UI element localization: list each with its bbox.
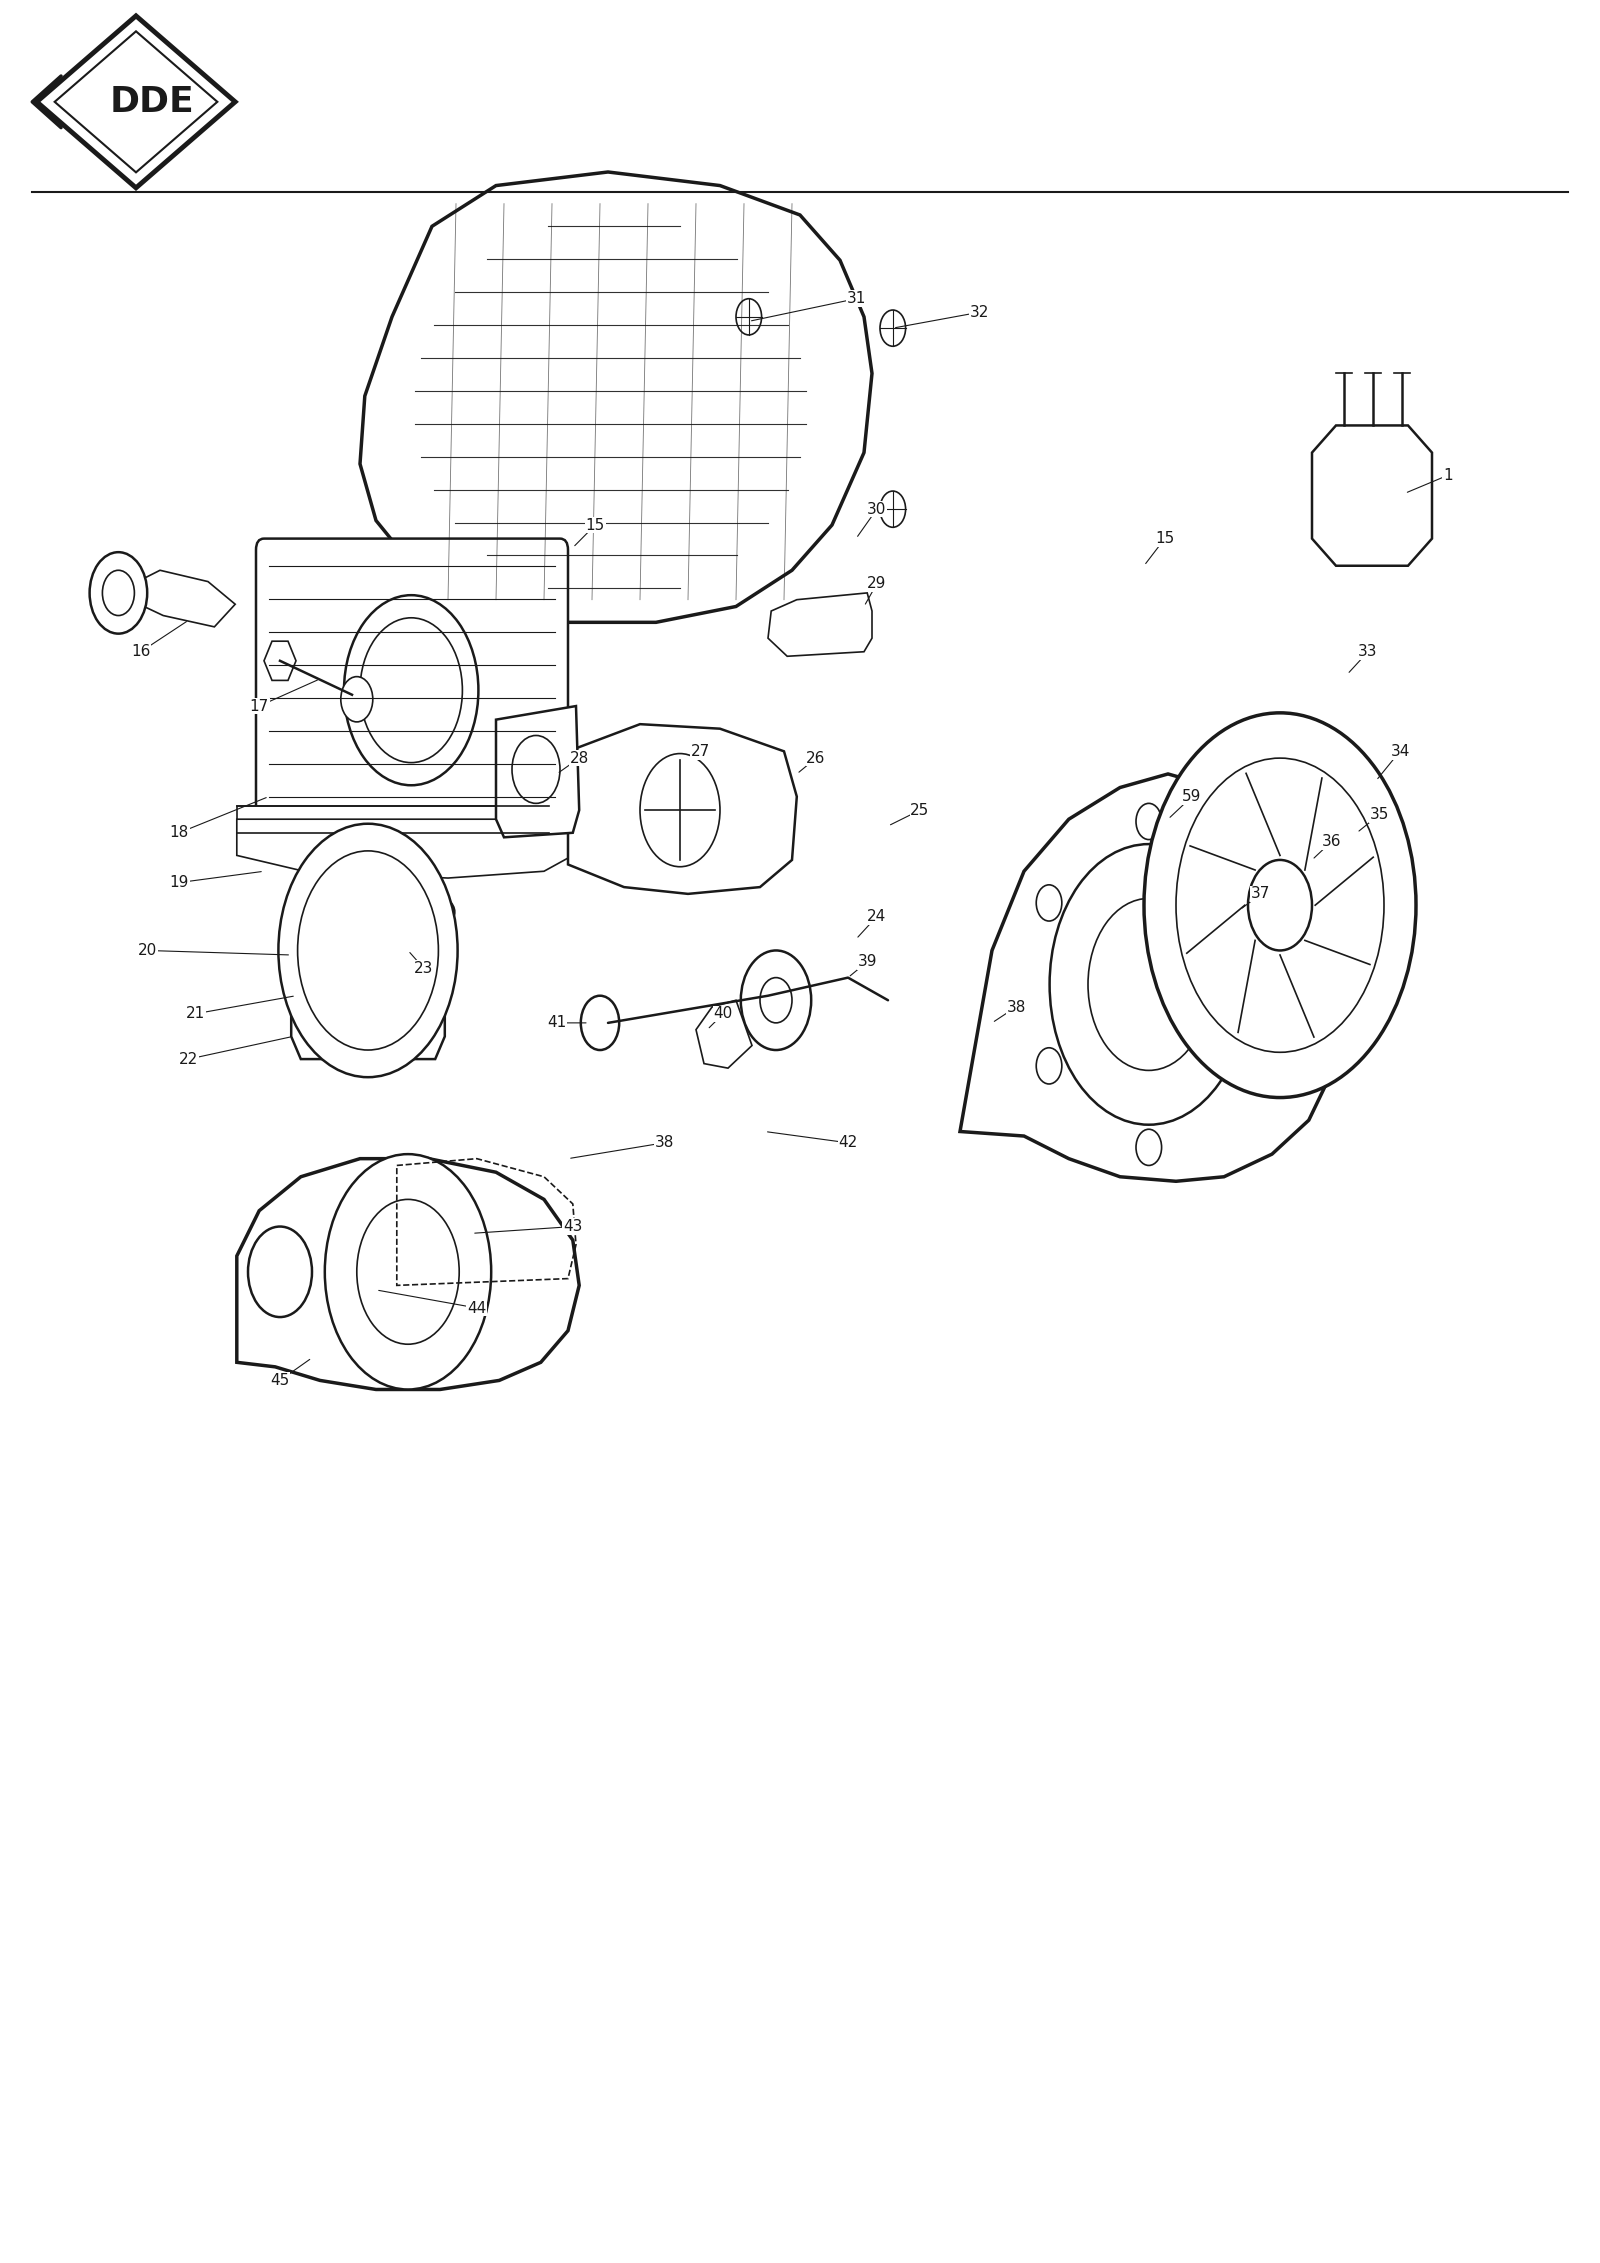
Polygon shape [696, 1000, 752, 1068]
Text: 23: 23 [414, 962, 434, 975]
Circle shape [736, 299, 762, 335]
Circle shape [357, 1199, 459, 1344]
Text: 39: 39 [858, 955, 877, 969]
Circle shape [325, 1154, 491, 1389]
Circle shape [1136, 1129, 1162, 1165]
Text: 26: 26 [806, 751, 826, 765]
Circle shape [1235, 1048, 1261, 1084]
Text: 25: 25 [910, 803, 930, 817]
Text: 31: 31 [846, 292, 866, 306]
Text: 30: 30 [867, 502, 886, 516]
Polygon shape [264, 640, 296, 681]
Text: 16: 16 [131, 645, 150, 659]
Text: 19: 19 [170, 876, 189, 889]
Text: 33: 33 [1358, 645, 1378, 659]
Text: 32: 32 [970, 306, 989, 319]
Text: 21: 21 [186, 1007, 205, 1021]
Circle shape [102, 570, 134, 616]
Text: 15: 15 [1155, 532, 1174, 545]
Text: 38: 38 [654, 1136, 674, 1150]
Text: 34: 34 [1390, 745, 1410, 758]
Text: 1: 1 [1443, 468, 1453, 482]
Circle shape [278, 824, 458, 1077]
Circle shape [90, 552, 147, 634]
Circle shape [298, 851, 438, 1050]
Circle shape [1037, 1048, 1062, 1084]
Circle shape [344, 595, 478, 785]
Circle shape [760, 978, 792, 1023]
Polygon shape [960, 774, 1344, 1181]
Polygon shape [237, 1159, 579, 1389]
Text: 41: 41 [547, 1016, 566, 1030]
Polygon shape [496, 706, 579, 837]
Text: 18: 18 [170, 826, 189, 840]
Circle shape [1144, 713, 1416, 1098]
Text: 44: 44 [467, 1301, 486, 1315]
Polygon shape [54, 32, 218, 172]
Text: 42: 42 [838, 1136, 858, 1150]
Circle shape [1235, 885, 1261, 921]
Text: 22: 22 [179, 1052, 198, 1066]
Circle shape [1050, 844, 1248, 1125]
Text: 24: 24 [867, 910, 886, 923]
Text: 20: 20 [138, 944, 157, 957]
Circle shape [512, 735, 560, 803]
Circle shape [341, 677, 373, 722]
Text: 38: 38 [1006, 1000, 1026, 1014]
Text: 35: 35 [1370, 808, 1389, 821]
Polygon shape [291, 950, 445, 1059]
Text: 43: 43 [563, 1220, 582, 1233]
Polygon shape [568, 724, 797, 894]
Text: 36: 36 [1322, 835, 1341, 849]
Text: 15: 15 [586, 518, 605, 532]
Circle shape [880, 310, 906, 346]
Circle shape [1136, 803, 1162, 840]
Text: 28: 28 [570, 751, 589, 765]
FancyBboxPatch shape [237, 806, 549, 833]
Polygon shape [37, 16, 235, 188]
Circle shape [1176, 758, 1384, 1052]
Text: 40: 40 [714, 1007, 733, 1021]
FancyBboxPatch shape [256, 539, 568, 821]
Text: DDE: DDE [110, 84, 194, 120]
Polygon shape [1312, 425, 1432, 566]
Text: 29: 29 [867, 577, 886, 591]
Text: 37: 37 [1251, 887, 1270, 901]
Circle shape [352, 984, 384, 1030]
Circle shape [248, 1227, 312, 1317]
Circle shape [581, 996, 619, 1050]
Circle shape [880, 491, 906, 527]
Polygon shape [360, 172, 872, 622]
Circle shape [387, 914, 413, 950]
Circle shape [640, 754, 720, 867]
Polygon shape [115, 570, 235, 627]
Circle shape [741, 950, 811, 1050]
Circle shape [1037, 885, 1062, 921]
Circle shape [1248, 860, 1312, 950]
Text: 27: 27 [691, 745, 710, 758]
Text: 45: 45 [270, 1374, 290, 1387]
Circle shape [360, 618, 462, 763]
Polygon shape [237, 819, 573, 878]
Text: 59: 59 [1182, 790, 1202, 803]
Text: 17: 17 [250, 699, 269, 713]
Polygon shape [768, 593, 872, 656]
Circle shape [1088, 898, 1210, 1070]
